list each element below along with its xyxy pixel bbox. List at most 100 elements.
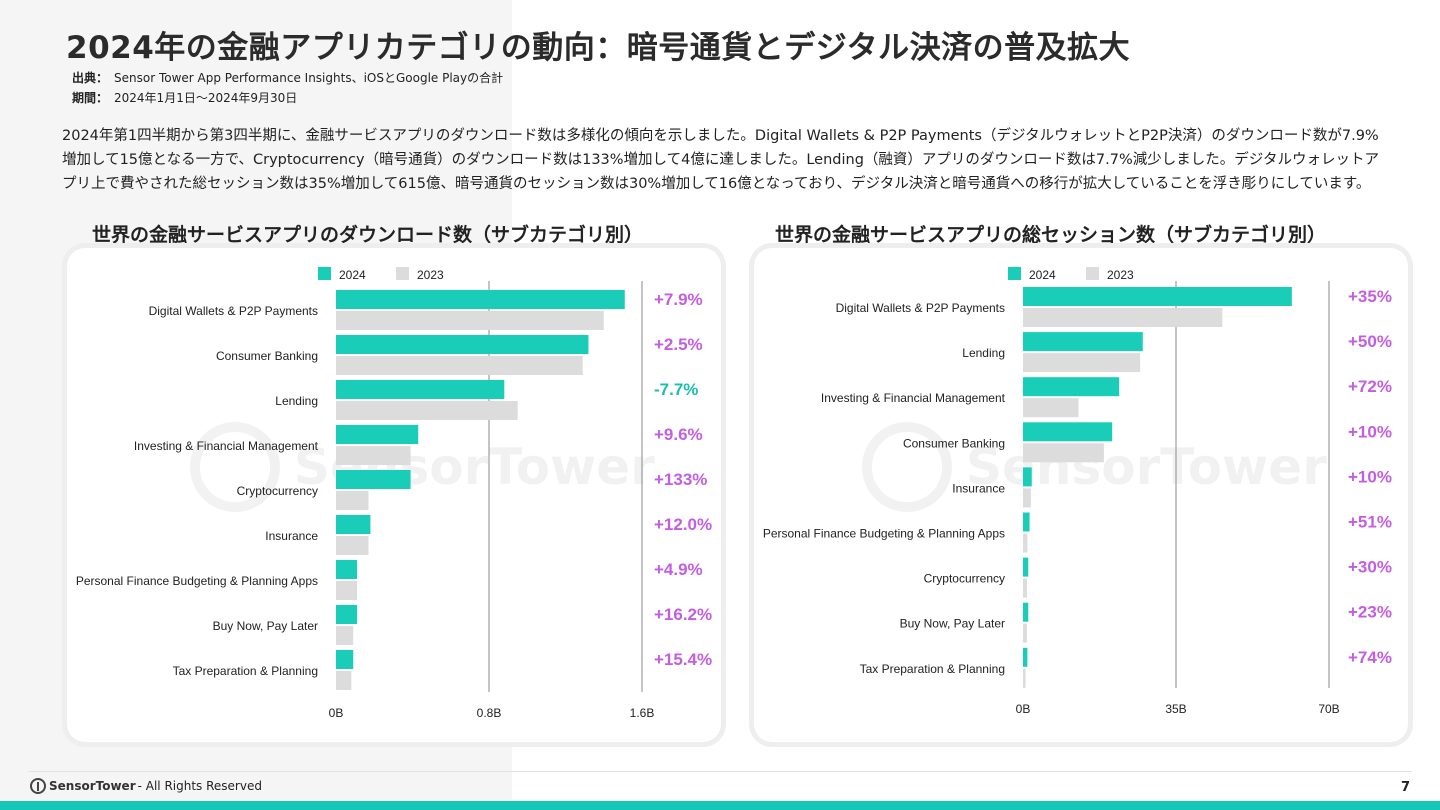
downloads-change-label: +16.2% xyxy=(654,605,712,624)
downloads-bar-2023 xyxy=(336,446,411,465)
sessions-bar-2023 xyxy=(1023,443,1104,463)
sessions-change-label: +35% xyxy=(1348,287,1392,306)
downloads-tick-label: 0B xyxy=(329,706,344,720)
source-text: Sensor Tower App Performance Insights、iO… xyxy=(114,71,504,85)
downloads-change-label: +133% xyxy=(654,470,707,489)
downloads-bar-2024 xyxy=(336,290,625,309)
sessions-bar-2023 xyxy=(1023,623,1027,643)
sessions-bar-2024 xyxy=(1023,377,1120,397)
sessions-category-label: Consumer Banking xyxy=(903,436,1005,450)
downloads-legend-swatch xyxy=(318,267,331,280)
page-number: 7 xyxy=(1400,780,1410,795)
sessions-category-label: Personal Finance Budgeting & Planning Ap… xyxy=(763,527,1005,541)
downloads-legend-swatch xyxy=(396,267,409,280)
downloads-bar-2023 xyxy=(336,671,352,690)
downloads-chart-card xyxy=(67,248,721,742)
sessions-change-label: +10% xyxy=(1348,467,1392,486)
sessions-change-label: +74% xyxy=(1348,648,1392,667)
downloads-change-label: +2.5% xyxy=(654,335,703,354)
downloads-category-label: Tax Preparation & Planning xyxy=(173,664,318,678)
period-label: 期間： xyxy=(72,91,109,105)
sessions-change-label: +50% xyxy=(1348,332,1392,351)
downloads-change-label: +9.6% xyxy=(654,425,703,444)
downloads-bar-2024 xyxy=(336,470,411,489)
downloads-bar-2023 xyxy=(336,401,518,420)
downloads-bar-2023 xyxy=(336,581,358,600)
sessions-legend-label: 2024 xyxy=(1029,268,1056,282)
downloads-category-label: Investing & Financial Management xyxy=(134,439,319,453)
downloads-bar-2024 xyxy=(336,650,354,669)
sessions-chart-title: 世界の金融サービスアプリの総セッション数（サブカテゴリ別） xyxy=(775,224,1327,246)
sessions-bar-2024 xyxy=(1023,557,1029,577)
period-line: 期間： 2024年1月1日〜2024年9月30日 xyxy=(72,89,297,106)
source-label: 出典： xyxy=(72,71,109,85)
downloads-bar-2024 xyxy=(336,560,358,579)
sessions-bar-2023 xyxy=(1023,398,1079,418)
bottom-accent-bar xyxy=(0,801,1440,810)
downloads-bar-2023 xyxy=(336,491,369,510)
sessions-category-label: Digital Wallets & P2P Payments xyxy=(836,301,1005,315)
sessions-category-label: Tax Preparation & Planning xyxy=(860,662,1005,676)
downloads-category-label: Consumer Banking xyxy=(216,349,318,363)
sessions-bar-2024 xyxy=(1023,467,1032,487)
downloads-legend-label: 2024 xyxy=(339,268,366,282)
sessions-bar-2024 xyxy=(1023,422,1113,442)
downloads-bar-2024 xyxy=(336,605,358,624)
sessions-change-label: +10% xyxy=(1348,422,1392,441)
footer-divider xyxy=(28,771,1412,772)
sessions-change-label: +23% xyxy=(1348,603,1392,622)
downloads-change-label: -7.7% xyxy=(654,380,698,399)
downloads-chart-title: 世界の金融サービスアプリのダウンロード数（サブカテゴリ別） xyxy=(92,224,644,246)
sessions-bar-2023 xyxy=(1023,353,1141,373)
downloads-bar-2023 xyxy=(336,536,369,555)
downloads-category-label: Insurance xyxy=(265,529,318,543)
sessions-bar-2024 xyxy=(1023,602,1029,622)
downloads-legend-label: 2023 xyxy=(417,268,444,282)
sessions-legend-swatch xyxy=(1008,267,1021,280)
sessions-legend-swatch xyxy=(1086,267,1099,280)
sessions-tick-label: 70B xyxy=(1318,702,1339,716)
page-title: 2024年の金融アプリカテゴリの動向：暗号通貨とデジタル決済の普及拡大 xyxy=(66,30,1131,66)
downloads-bar-2023 xyxy=(336,626,354,645)
sensortower-logo-icon xyxy=(30,778,46,794)
downloads-tick-label: 0.8B xyxy=(477,706,502,720)
downloads-change-label: +4.9% xyxy=(654,560,703,579)
sessions-tick-label: 35B xyxy=(1165,702,1186,716)
downloads-change-label: +7.9% xyxy=(654,290,703,309)
downloads-category-label: Cryptocurrency xyxy=(237,484,318,498)
watermark-logo-icon xyxy=(190,422,280,512)
downloads-category-label: Digital Wallets & P2P Payments xyxy=(149,304,318,318)
sessions-bar-2023 xyxy=(1023,308,1223,327)
sessions-category-label: Buy Now, Pay Later xyxy=(900,617,1005,631)
downloads-bar-2024 xyxy=(336,380,505,399)
downloads-bar-2023 xyxy=(336,356,583,375)
sessions-bar-2024 xyxy=(1023,332,1143,352)
sessions-legend-label: 2023 xyxy=(1107,268,1134,282)
downloads-bar-2024 xyxy=(336,515,371,534)
sessions-category-label: Cryptocurrency xyxy=(924,572,1005,586)
sessions-change-label: +30% xyxy=(1348,558,1392,577)
sessions-change-label: +51% xyxy=(1348,513,1392,532)
sessions-bar-2024 xyxy=(1023,287,1292,306)
downloads-tick-label: 1.6B xyxy=(630,706,655,720)
downloads-change-label: +15.4% xyxy=(654,650,712,669)
sessions-bar-2023 xyxy=(1023,578,1027,598)
downloads-bar-2024 xyxy=(336,335,589,354)
sessions-chart-card xyxy=(754,248,1408,742)
sessions-bar-2024 xyxy=(1023,647,1028,667)
downloads-change-label: +12.0% xyxy=(654,515,712,534)
footer-rights: - All Rights Reserved xyxy=(137,779,262,793)
sessions-category-label: Lending xyxy=(962,346,1005,360)
source-line: 出典： Sensor Tower App Performance Insights… xyxy=(72,69,503,86)
sessions-tick-label: 0B xyxy=(1016,702,1031,716)
sessions-bar-2023 xyxy=(1023,488,1031,508)
sessions-bar-2024 xyxy=(1023,512,1030,532)
description-paragraph: 2024年第1四半期から第3四半期に、金融サービスアプリのダウンロード数は多様化… xyxy=(62,128,1379,192)
sessions-bar-2023 xyxy=(1023,533,1028,553)
downloads-bar-2023 xyxy=(336,311,604,330)
watermark-logo-icon xyxy=(862,422,952,512)
sessions-bar-2023 xyxy=(1023,668,1026,688)
downloads-category-label: Personal Finance Budgeting & Planning Ap… xyxy=(76,574,318,588)
footer-logo: SensorTower - All Rights Reserved xyxy=(30,778,262,794)
